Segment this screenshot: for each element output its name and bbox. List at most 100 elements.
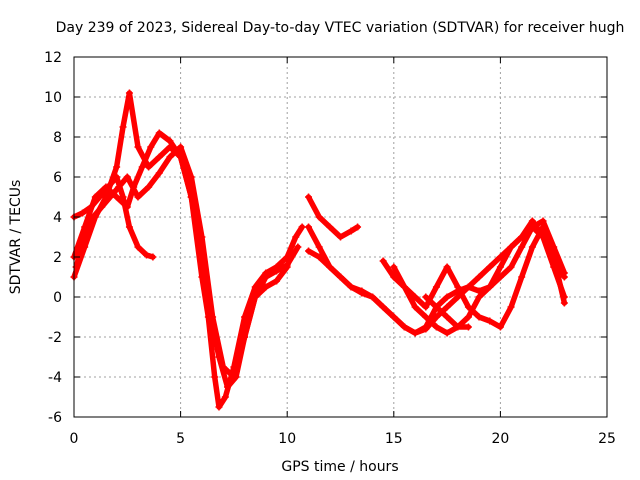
data-point-marker [166, 153, 174, 161]
data-point-marker [119, 123, 127, 131]
data-point-marker [550, 243, 558, 251]
data-point-marker [507, 243, 515, 251]
data-point-marker [539, 217, 547, 225]
data-point-marker [454, 323, 462, 331]
x-tick-label: 5 [176, 431, 185, 447]
data-point-marker [443, 303, 451, 311]
data-point-marker [298, 223, 306, 231]
data-point-marker [87, 203, 95, 211]
data-point-marker [221, 393, 229, 401]
data-point-marker [518, 273, 526, 281]
data-point-marker [147, 143, 155, 151]
data-point-marker [390, 263, 398, 271]
plot-frame [73, 56, 608, 418]
data-point-marker [123, 173, 131, 181]
data-point-marker [464, 313, 472, 321]
data-point-marker [145, 163, 153, 171]
chart-title: Day 239 of 2023, Sidereal Day-to-day VTE… [56, 20, 625, 36]
data-point-marker [422, 325, 430, 333]
y-tick-label: -6 [48, 410, 62, 426]
data-point-marker [379, 303, 387, 311]
data-point-marker [113, 173, 121, 181]
data-point-marker [113, 163, 121, 171]
data-point-marker [443, 313, 451, 321]
y-tick-label: 10 [44, 90, 62, 106]
data-point-marker [400, 323, 408, 331]
grid [74, 57, 607, 417]
data-point-marker [294, 243, 302, 251]
y-tick-label: 2 [53, 250, 62, 266]
data-point-marker [496, 323, 504, 331]
data-point-marker [486, 317, 494, 325]
data-point-marker [145, 183, 153, 191]
y-tick-label: -2 [48, 330, 62, 346]
data-point-marker [464, 323, 472, 331]
y-tick-label: 6 [53, 170, 62, 186]
data-point-marker [241, 333, 249, 341]
data-point-marker [507, 303, 515, 311]
data-point-marker [443, 263, 451, 271]
data-point-marker [219, 363, 227, 371]
y-tick-label: 0 [53, 290, 62, 306]
data-point-marker [486, 263, 494, 271]
data-point-marker [326, 263, 334, 271]
data-point-marker [326, 223, 334, 231]
series-arc-10 [422, 217, 568, 331]
data-point-marker [358, 289, 366, 297]
data-point-marker [106, 193, 114, 201]
data-point-marker [560, 299, 568, 307]
y-axis-label: SDTVAR / TECUs [8, 180, 24, 295]
data-point-marker [96, 193, 104, 201]
series-line [423, 218, 568, 330]
series-arc-9 [390, 223, 568, 331]
data-point-marker [422, 293, 430, 301]
data-point-marker [305, 223, 313, 231]
data-point-marker [224, 383, 232, 391]
data-point-marker [315, 253, 323, 261]
data-point-marker [262, 283, 270, 291]
data-point-marker [560, 269, 568, 277]
x-tick-label: 10 [278, 431, 296, 447]
data-point-marker [134, 243, 142, 251]
data-point-marker [432, 313, 440, 321]
data-point-marker [390, 313, 398, 321]
data-point-marker [379, 257, 387, 265]
data-point-marker [411, 329, 419, 337]
data-point-marker [79, 209, 87, 217]
series-line [73, 144, 290, 380]
y-tick-label: -4 [48, 370, 62, 386]
data-point-marker [422, 303, 430, 311]
data-point-marker [432, 303, 440, 311]
data-point-marker [347, 283, 355, 291]
data-point-marker [292, 233, 300, 241]
series-arc-7 [305, 223, 568, 337]
series-layer [70, 89, 568, 411]
data-point-marker [475, 293, 483, 301]
data-point-marker [155, 169, 163, 177]
data-point-marker [422, 313, 430, 321]
data-point-marker [125, 223, 133, 231]
data-point-marker [273, 267, 281, 275]
y-tick-label: 4 [53, 210, 62, 226]
data-point-marker [315, 243, 323, 251]
data-point-marker [262, 273, 270, 281]
data-point-marker [443, 329, 451, 337]
x-tick-label: 25 [598, 431, 616, 447]
data-point-marker [496, 273, 504, 281]
data-point-marker [496, 253, 504, 261]
data-point-marker [507, 263, 515, 271]
axis-ticks: 0 5 10 15 20 25 -6 -4 -2 0 2 4 6 8 10 12 [44, 50, 616, 447]
data-point-marker [138, 163, 146, 171]
data-point-marker [475, 273, 483, 281]
y-tick-label: 12 [44, 50, 62, 66]
data-point-marker [187, 173, 195, 181]
data-point-marker [518, 243, 526, 251]
data-point-marker [432, 283, 440, 291]
data-point-marker [283, 263, 291, 271]
data-point-marker [354, 223, 362, 231]
data-point-marker [273, 277, 281, 285]
data-point-marker [486, 283, 494, 291]
data-point-marker [81, 233, 89, 241]
data-point-marker [155, 129, 163, 137]
